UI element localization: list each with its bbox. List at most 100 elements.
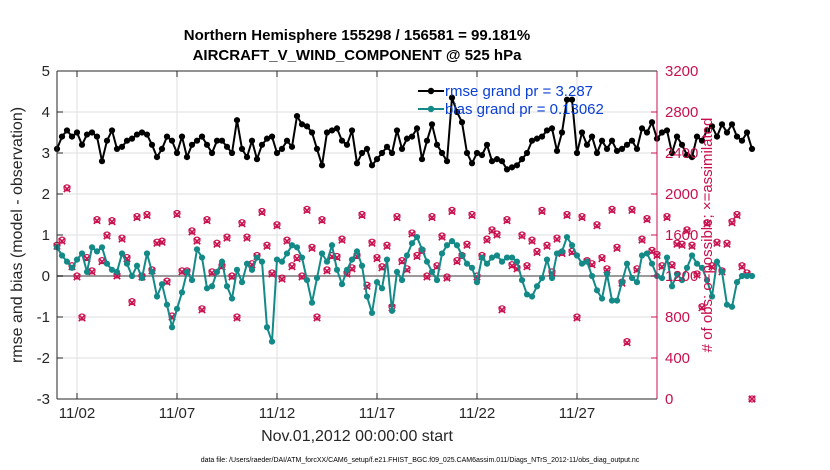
rmse-point <box>508 164 516 171</box>
obs-assimilated-point <box>423 273 431 281</box>
obs-assimilated-point <box>578 213 586 222</box>
bias-point <box>648 260 656 267</box>
rmse-point <box>523 149 531 157</box>
y-tick-label: 4 <box>42 104 50 121</box>
obs-possible-point <box>283 236 291 244</box>
obs-possible-point <box>143 210 151 219</box>
rmse-point <box>558 129 566 136</box>
obs-possible-point <box>383 241 391 249</box>
rmse-point <box>258 141 266 148</box>
rmse-point <box>738 137 746 144</box>
rmse-point <box>108 127 116 134</box>
rmse-point <box>188 141 196 148</box>
rmse-point <box>513 162 521 169</box>
obs-possible-point <box>428 212 436 221</box>
obs-assimilated-point <box>663 213 671 222</box>
axes-layer: 11/02 11/07 11/12 11/17 11/22 11/27 -3 -2 -1 0 1 2 3… <box>37 63 699 422</box>
bias-point <box>403 252 411 259</box>
obs-possible-point <box>593 221 601 229</box>
rmse-point <box>218 137 226 144</box>
bias-point <box>118 250 126 257</box>
bias-point <box>703 277 711 284</box>
rmse-point <box>298 121 306 128</box>
bias-point <box>308 299 316 306</box>
obs-assimilated-point <box>693 271 701 279</box>
rmse-point <box>303 123 311 130</box>
rmse-point <box>443 158 451 165</box>
bias-point <box>378 285 386 292</box>
rmse-point <box>518 156 526 163</box>
obs-possible-point <box>73 272 81 280</box>
obs-assimilated-point <box>258 208 266 217</box>
obs-assimilated-point <box>613 244 621 253</box>
obs-assimilated-point <box>688 242 696 251</box>
rmse-point <box>728 121 736 128</box>
bias-point <box>598 295 606 302</box>
rmse-point <box>453 108 461 116</box>
bias-point <box>733 279 741 286</box>
rmse-point <box>103 137 111 144</box>
x-tick-label: 11/27 <box>559 405 595 422</box>
obs-possible-point <box>453 257 461 265</box>
obs-assimilated-point <box>233 314 241 322</box>
bias-point <box>593 287 601 294</box>
bias-point <box>683 264 691 271</box>
obs-assimilated-point <box>58 237 66 245</box>
rmse-point <box>163 133 171 140</box>
obs-assimilated-point <box>503 216 511 225</box>
obs-assimilated-point <box>538 207 546 216</box>
bias-point <box>268 338 276 345</box>
bias-point <box>343 266 351 273</box>
obs-possible-point <box>393 212 401 221</box>
rmse-point <box>398 145 406 152</box>
bias-point <box>98 244 106 251</box>
rmse-point <box>588 133 596 140</box>
y-right-tick-label: 2400 <box>665 145 698 162</box>
bias-point <box>523 291 531 298</box>
bias-point <box>398 277 406 284</box>
rmse-point <box>463 149 471 157</box>
obs-possible-point <box>498 305 506 313</box>
obs-assimilated-point <box>373 254 381 263</box>
obs-assimilated-point <box>63 185 71 193</box>
bias-point <box>238 279 246 286</box>
rmse-point <box>388 149 396 157</box>
obs-possible-point <box>648 246 656 254</box>
bias-point <box>483 260 491 267</box>
bias-point <box>88 244 96 251</box>
rmse-point <box>308 129 316 136</box>
bias-point <box>223 283 231 290</box>
rmse-point <box>458 119 466 126</box>
bias-point <box>553 250 561 257</box>
rmse-point <box>473 149 481 157</box>
rmse-point <box>323 129 331 136</box>
bias-point <box>413 233 421 241</box>
bias-point <box>158 281 166 288</box>
rmse-point <box>358 149 366 157</box>
legend-bias-marker <box>427 105 435 113</box>
bias-point <box>93 248 101 255</box>
obs-possible-point <box>193 236 201 244</box>
obs-possible-point <box>368 238 376 246</box>
bias-point <box>433 277 441 284</box>
bias-point <box>278 258 286 265</box>
obs-possible-point <box>163 277 171 285</box>
bias-point <box>443 242 451 249</box>
rmse-point <box>58 133 66 140</box>
bias-point <box>518 277 526 284</box>
obs-assimilated-point <box>728 218 736 227</box>
rmse-point <box>618 145 626 152</box>
obs-possible-point <box>338 235 346 243</box>
rmse-point <box>213 137 221 144</box>
obs-assimilated-point <box>518 232 526 240</box>
y-tick-label: -2 <box>37 350 50 367</box>
bias-point <box>228 295 236 302</box>
obs-assimilated-point <box>338 236 346 244</box>
bias-point <box>188 277 196 284</box>
rmse-point <box>688 154 696 161</box>
y-right-tick-label: 1600 <box>665 227 698 244</box>
obs-possible-point <box>733 210 741 219</box>
obs-possible-point <box>98 257 106 265</box>
bias-point <box>578 260 586 267</box>
